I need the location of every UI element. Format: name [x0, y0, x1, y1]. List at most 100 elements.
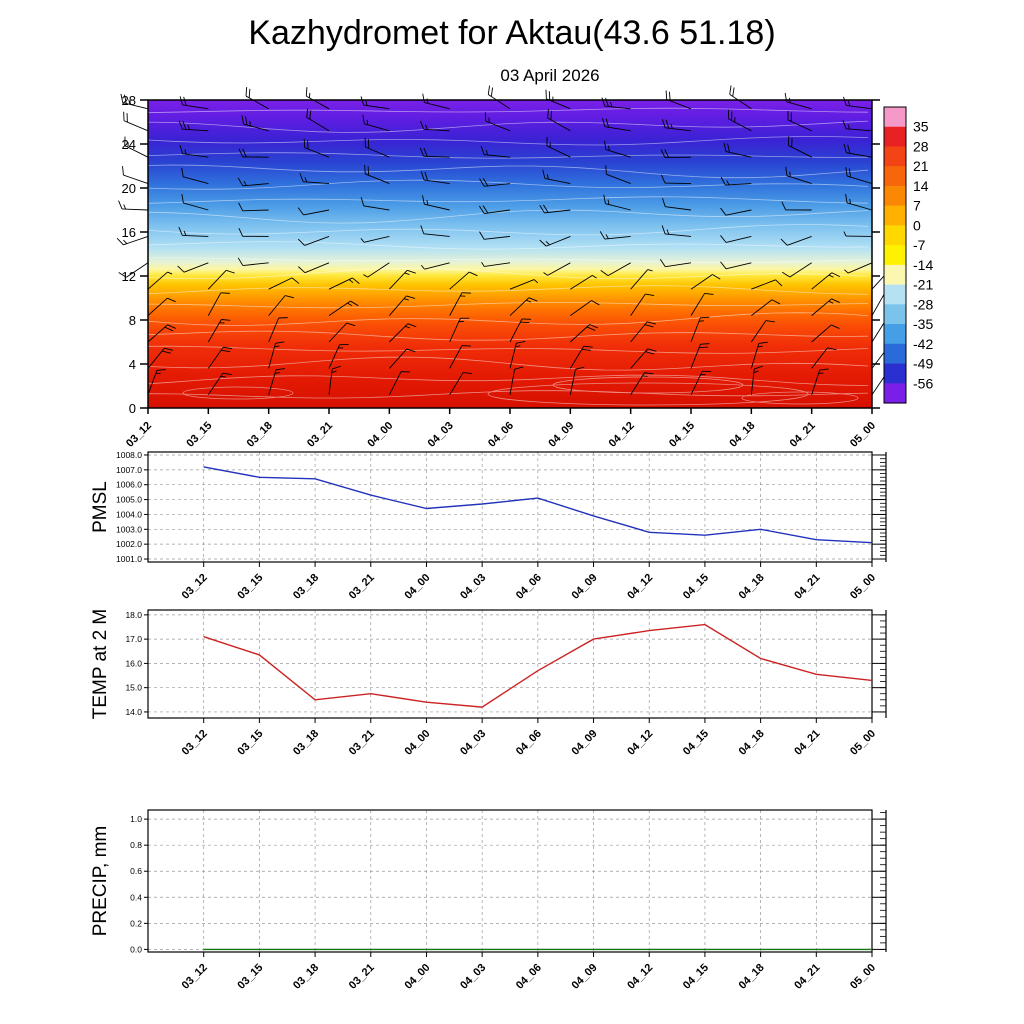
temp-2m-axis-title: TEMP at 2 M	[90, 609, 111, 720]
svg-text:-21: -21	[913, 277, 933, 293]
svg-text:28: 28	[913, 138, 929, 154]
pmsl-line	[203, 466, 873, 544]
colorbar: 35 28 21 14 7 0 -7 -14 -21 -28 -35 -42 -49 -56	[883, 106, 933, 404]
svg-text:17.0: 17.0	[125, 634, 142, 644]
svg-text:04_12: 04_12	[607, 420, 637, 450]
contour-lines	[148, 107, 869, 406]
svg-text:04_00: 04_00	[365, 420, 395, 450]
svg-text:04_15: 04_15	[681, 962, 711, 992]
svg-text:04_09: 04_09	[570, 728, 600, 758]
svg-text:04_18: 04_18	[737, 962, 767, 992]
svg-text:04_00: 04_00	[402, 572, 432, 602]
svg-text:8: 8	[129, 313, 136, 328]
upper-air-plot: 0 4 8 12 16 20 24 28 03_12 03_15 03_18 03_21 04_00 04…	[116, 85, 899, 450]
svg-text:03_12: 03_12	[124, 420, 154, 450]
svg-text:04_00: 04_00	[402, 728, 432, 758]
svg-text:1002.0: 1002.0	[116, 539, 142, 549]
svg-text:04_15: 04_15	[667, 420, 697, 450]
svg-text:04_06: 04_06	[514, 962, 544, 992]
svg-text:03_12: 03_12	[180, 572, 210, 602]
svg-text:20: 20	[122, 181, 136, 196]
svg-text:04_15: 04_15	[681, 728, 711, 758]
svg-text:04_12: 04_12	[625, 728, 655, 758]
svg-text:35: 35	[913, 119, 929, 135]
svg-text:-14: -14	[913, 257, 933, 273]
date-subtitle: 03 April 2026	[500, 66, 600, 85]
svg-text:04_09: 04_09	[570, 572, 600, 602]
svg-text:03_21: 03_21	[347, 572, 377, 602]
svg-text:12: 12	[122, 269, 136, 284]
svg-text:16.0: 16.0	[125, 658, 142, 668]
svg-text:04_00: 04_00	[402, 962, 432, 992]
temp-2m-line	[203, 623, 873, 708]
svg-text:-28: -28	[913, 296, 933, 312]
svg-text:04_12: 04_12	[625, 962, 655, 992]
svg-text:1006.0: 1006.0	[116, 480, 142, 490]
svg-text:04_06: 04_06	[486, 420, 516, 450]
svg-text:05_00: 05_00	[848, 728, 878, 758]
svg-text:18.0: 18.0	[125, 610, 142, 620]
svg-text:03_12: 03_12	[180, 728, 210, 758]
svg-text:04_09: 04_09	[570, 962, 600, 992]
svg-text:1001.0: 1001.0	[116, 554, 142, 564]
svg-text:04_03: 04_03	[458, 962, 488, 992]
svg-text:03_21: 03_21	[347, 728, 377, 758]
svg-text:0: 0	[913, 217, 921, 233]
pmsl-axis-title: PMSL	[90, 481, 111, 533]
svg-text:4: 4	[129, 357, 136, 372]
svg-text:1004.0: 1004.0	[116, 509, 142, 519]
svg-text:03_18: 03_18	[245, 420, 275, 450]
svg-text:0.0: 0.0	[130, 944, 142, 954]
svg-text:04_21: 04_21	[792, 962, 822, 992]
svg-text:04_12: 04_12	[625, 572, 655, 602]
wind-barbs	[116, 85, 899, 396]
svg-text:03_15: 03_15	[235, 728, 265, 758]
svg-text:0.8: 0.8	[130, 840, 142, 850]
svg-text:03_18: 03_18	[291, 572, 321, 602]
svg-text:0.6: 0.6	[130, 866, 142, 876]
svg-text:-7: -7	[913, 237, 926, 253]
svg-text:0: 0	[129, 401, 136, 416]
svg-text:-49: -49	[913, 356, 933, 372]
svg-text:03_15: 03_15	[235, 962, 265, 992]
svg-text:03_21: 03_21	[305, 420, 335, 450]
svg-text:7: 7	[913, 198, 921, 214]
svg-text:05_00: 05_00	[848, 420, 878, 450]
svg-text:14: 14	[913, 178, 929, 194]
svg-text:28: 28	[122, 93, 136, 108]
svg-text:1008.0: 1008.0	[116, 450, 142, 460]
svg-text:04_18: 04_18	[737, 728, 767, 758]
pmsl-chart: 1001.0 1002.0 1003.0 1004.0 1005.0 1006.0 1007…	[90, 450, 887, 602]
svg-text:04_06: 04_06	[514, 572, 544, 602]
svg-text:16: 16	[122, 225, 136, 240]
svg-text:04_06: 04_06	[514, 728, 544, 758]
svg-text:-42: -42	[913, 336, 933, 352]
svg-text:03_21: 03_21	[347, 962, 377, 992]
svg-text:0.2: 0.2	[130, 918, 142, 928]
svg-text:04_03: 04_03	[458, 572, 488, 602]
svg-text:05_00: 05_00	[848, 572, 878, 602]
svg-text:0.4: 0.4	[130, 892, 142, 902]
svg-text:04_18: 04_18	[737, 572, 767, 602]
page-title: Kazhydromet for Aktau(43.6 51.18)	[248, 14, 776, 52]
svg-text:1003.0: 1003.0	[116, 524, 142, 534]
svg-text:24: 24	[122, 137, 136, 152]
precip-axis-title: PRECIP, mm	[90, 826, 111, 937]
svg-text:1007.0: 1007.0	[116, 465, 142, 475]
svg-text:04_18: 04_18	[727, 420, 757, 450]
svg-text:-35: -35	[913, 316, 933, 332]
svg-text:15.0: 15.0	[125, 683, 142, 693]
svg-text:14.0: 14.0	[125, 707, 142, 717]
svg-text:1.0: 1.0	[130, 814, 142, 824]
svg-text:03_15: 03_15	[235, 572, 265, 602]
svg-text:21: 21	[913, 158, 929, 174]
svg-text:04_21: 04_21	[788, 420, 818, 450]
temp-2m-chart: 14.0 15.0 16.0 17.0 18.0 03_12 03_15 03_18 03_21…	[90, 609, 887, 758]
svg-text:03_12: 03_12	[180, 962, 210, 992]
svg-text:-56: -56	[913, 375, 933, 391]
svg-text:04_21: 04_21	[792, 572, 822, 602]
svg-text:04_15: 04_15	[681, 572, 711, 602]
svg-text:03_18: 03_18	[291, 962, 321, 992]
